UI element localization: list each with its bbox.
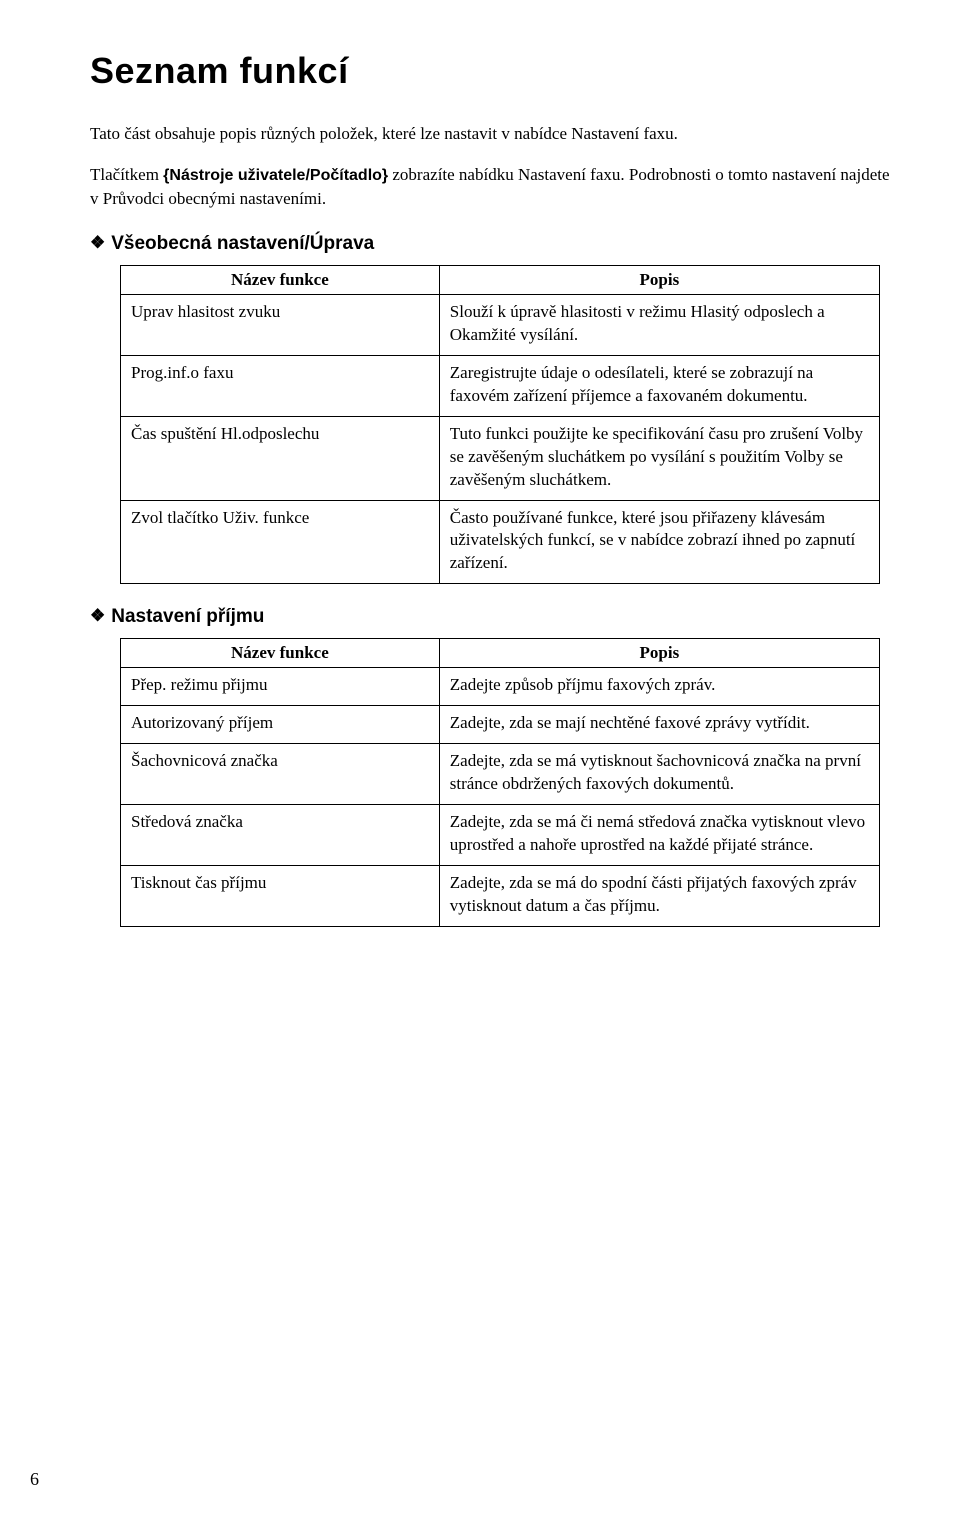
cell-name: Čas spuštění Hl.odposlechu <box>121 416 440 500</box>
cell-desc: Zadejte, zda se má vytisknout šachovnico… <box>439 744 879 805</box>
intro-line1: Tato část obsahuje popis různých položek… <box>90 122 890 146</box>
cell-name: Šachovnicová značka <box>121 744 440 805</box>
table-row: Uprav hlasitost zvuku Slouží k úpravě hl… <box>121 294 880 355</box>
page-title: Seznam funkcí <box>90 50 890 92</box>
table-general-settings: Název funkce Popis Uprav hlasitost zvuku… <box>120 265 880 584</box>
cell-desc: Tuto funkci použijte ke specifikování ča… <box>439 416 879 500</box>
cell-name: Přep. režimu přijmu <box>121 668 440 706</box>
table-row: Zvol tlačítko Uživ. funkce Často používa… <box>121 500 880 584</box>
cell-name: Středová značka <box>121 805 440 866</box>
page: Seznam funkcí Tato část obsahuje popis r… <box>0 0 960 1515</box>
cell-desc: Zadejte, zda se má či nemá středová znač… <box>439 805 879 866</box>
cell-desc: Často používané funkce, které jsou přiřa… <box>439 500 879 584</box>
table-row: Přep. režimu přijmu Zadejte způsob příjm… <box>121 668 880 706</box>
section1-heading: ❖ Všeobecná nastavení/Úprava <box>90 233 890 255</box>
col-header-desc: Popis <box>439 639 879 668</box>
cell-name: Uprav hlasitost zvuku <box>121 294 440 355</box>
table-row: Autorizovaný příjem Zadejte, zda se mají… <box>121 706 880 744</box>
col-header-name: Název funkce <box>121 265 440 294</box>
diamond-icon: ❖ <box>90 233 105 253</box>
table-row: Šachovnicová značka Zadejte, zda se má v… <box>121 744 880 805</box>
cell-desc: Zadejte způsob příjmu faxových zpráv. <box>439 668 879 706</box>
page-number: 6 <box>30 1469 39 1490</box>
section2-heading-text: Nastavení příjmu <box>111 606 264 627</box>
table-row: Prog.inf.o faxu Zaregistrujte údaje o od… <box>121 355 880 416</box>
cell-desc: Zaregistrujte údaje o odesílateli, které… <box>439 355 879 416</box>
cell-desc: Slouží k úpravě hlasitosti v režimu Hlas… <box>439 294 879 355</box>
cell-desc: Zadejte, zda se má do spodní části přija… <box>439 865 879 926</box>
button-label: {Nástroje uživatele/Počítadlo} <box>163 167 388 184</box>
intro-line2: Tlačítkem {Nástroje uživatele/Počítadlo}… <box>90 163 890 211</box>
col-header-desc: Popis <box>439 265 879 294</box>
section1-heading-text: Všeobecná nastavení/Úprava <box>111 233 374 254</box>
diamond-icon: ❖ <box>90 606 105 626</box>
section2-heading: ❖ Nastavení příjmu <box>90 606 890 628</box>
table-row: Čas spuštění Hl.odposlechu Tuto funkci p… <box>121 416 880 500</box>
cell-name: Autorizovaný příjem <box>121 706 440 744</box>
table-header-row: Název funkce Popis <box>121 639 880 668</box>
cell-name: Tisknout čas příjmu <box>121 865 440 926</box>
table-header-row: Název funkce Popis <box>121 265 880 294</box>
cell-name: Zvol tlačítko Uživ. funkce <box>121 500 440 584</box>
cell-desc: Zadejte, zda se mají nechtěné faxové zpr… <box>439 706 879 744</box>
cell-name: Prog.inf.o faxu <box>121 355 440 416</box>
table-row: Středová značka Zadejte, zda se má či ne… <box>121 805 880 866</box>
intro-line2a: Tlačítkem <box>90 165 163 184</box>
table-receive-settings: Název funkce Popis Přep. režimu přijmu Z… <box>120 638 880 927</box>
table-row: Tisknout čas příjmu Zadejte, zda se má d… <box>121 865 880 926</box>
col-header-name: Název funkce <box>121 639 440 668</box>
